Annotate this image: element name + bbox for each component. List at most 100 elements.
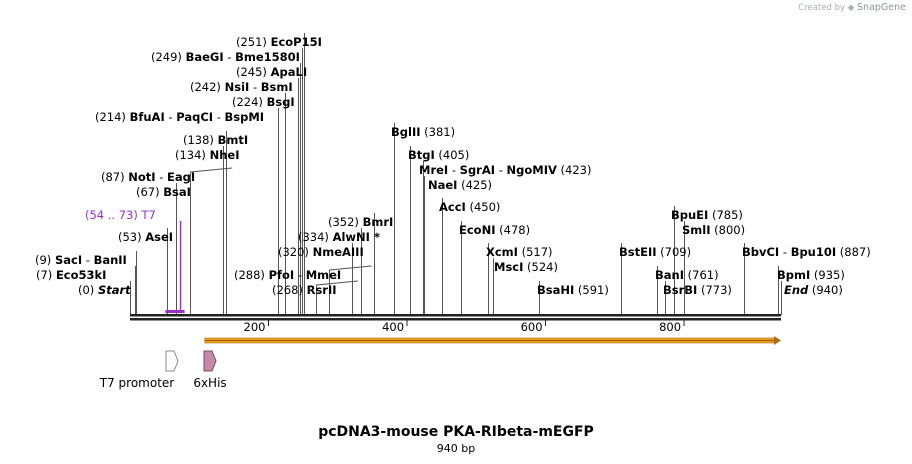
enzyme-name: BanII (94, 253, 127, 267)
enzyme-name: BanI (655, 268, 684, 282)
site-position: (0) (78, 283, 98, 297)
enzyme-name: BmrI (363, 215, 394, 229)
feature-arrow-6xhis (203, 350, 217, 372)
site-position: (591) (574, 283, 609, 297)
site-bglii: BglII (381) (391, 125, 455, 139)
site-position: (87) (101, 170, 128, 184)
site-acci: AccI (450) (439, 200, 500, 214)
site-econi: EcoNI (478) (459, 223, 530, 237)
enzyme-name: SgrAI (460, 163, 495, 177)
site-alwni: (334) AlwNI * (298, 230, 380, 244)
ruler-tick-label: 400 (382, 320, 404, 334)
site-position: (7) (36, 268, 56, 282)
enzyme-name: BsgI (267, 95, 295, 109)
enzyme-name: MmeI (306, 268, 342, 282)
site-label-nsii: (242) NsiI - BsmI (190, 80, 293, 94)
name-separator: - (779, 245, 790, 259)
site-label-noti: (87) NotI - EagI (101, 170, 195, 184)
enzyme-name: EagI (167, 170, 195, 184)
name-separator: - (156, 170, 167, 184)
enzyme-name: PfoI (269, 268, 295, 282)
enzyme-name: Eco53kI (56, 268, 107, 282)
ruler-tick-label: 800 (659, 320, 681, 334)
site-naei: NaeI (425) (428, 178, 492, 192)
name-separator: - (213, 110, 224, 124)
primer-label: (54 .. 73) T7 (85, 208, 156, 222)
site-line-pfoi (329, 265, 372, 315)
enzyme-name: MscI (494, 260, 523, 274)
enzyme-name: BtgI (408, 148, 435, 162)
enzyme-name: NheI (210, 148, 240, 162)
site-position: (288) (234, 268, 269, 282)
site-bsrbi: BsrBI (773) (663, 283, 732, 297)
enzyme-name: XcmI (486, 245, 518, 259)
site-position: (334) (298, 230, 333, 244)
site-position: (450) (466, 200, 501, 214)
enzyme-name: Bpu10I (791, 245, 836, 259)
snapgene-credit: Created by ◆ SnapGene (798, 2, 906, 13)
backbone-top-strand (130, 314, 781, 317)
site-label-bfuai: (214) BfuAI - PaqCI - BspMI (95, 110, 264, 124)
enzyme-name: NaeI (428, 178, 457, 192)
site-label-bmti: (138) BmtI (183, 133, 248, 147)
site-label-mrei: MreI - SgrAI - NgoMIV (423) (419, 163, 592, 177)
site-ecop15i: (251) EcoP15I (236, 35, 322, 49)
site-label-bpuei: BpuEI (785) (671, 208, 743, 222)
site-apali: (245) ApaLI (236, 65, 307, 79)
ruler-tick-label: 200 (244, 320, 266, 334)
site-label-nhei: (134) NheI (175, 148, 239, 162)
site-label-pfoi: (288) PfoI - MmeI (234, 268, 341, 282)
site-position: (67) (136, 185, 163, 199)
site-position: (517) (518, 245, 553, 259)
feature-label-6xhis: 6xHis (193, 376, 226, 390)
enzyme-name: NotI (128, 170, 155, 184)
enzyme-name: BfuAI (130, 110, 165, 124)
site-position: (53) (118, 230, 145, 244)
site-position: (423) (557, 163, 592, 177)
enzyme-name: BmtI (218, 133, 249, 147)
enzyme-name: BsmI (261, 80, 293, 94)
enzyme-name: NgoMIV (507, 163, 557, 177)
enzyme-name: NsiI (225, 80, 250, 94)
site-label-msci: MscI (524) (494, 260, 558, 274)
site-position: (405) (435, 148, 470, 162)
site-position: (320) (278, 245, 313, 259)
enzyme-name: BsrBI (663, 283, 697, 297)
name-separator: - (448, 163, 459, 177)
name-separator: - (82, 253, 93, 267)
site-nmeaiii: (320) NmeAIII (278, 245, 364, 259)
site-label-alwni: (334) AlwNI * (298, 230, 380, 244)
site-labels: (0) Start(7) Eco53kI(9) SacI - BanII(53)… (35, 35, 871, 313)
feature-t7-promoter: T7 promoter (99, 350, 179, 390)
primer-bar (165, 310, 185, 313)
site-label-bpmi: BpmI (935) (777, 268, 845, 282)
site-bsahi: BsaHI (591) (537, 283, 609, 297)
site-position: (9) (35, 253, 55, 267)
name-separator: - (249, 80, 260, 94)
site-bmri: (352) BmrI (328, 215, 393, 229)
site-label-acci: AccI (450) (439, 200, 500, 214)
site-btgi: BtgI (405) (408, 148, 469, 162)
enzyme-name: BstEII (619, 245, 657, 259)
feature-track: T7 promoter 6xHis (99, 336, 781, 390)
enzyme-name: AccI (439, 200, 466, 214)
site-bpuei: BpuEI (785) (671, 208, 743, 222)
site-label-asei: (53) AseI (118, 230, 173, 244)
site-asei: (53) AseI (118, 230, 173, 244)
site-nsii: (242) NsiI - BsmI (190, 80, 293, 94)
site-label-bsgi: (224) BsgI (232, 95, 295, 109)
site-bbvci: BbvCI - Bpu10I (887) (742, 245, 871, 259)
name-separator: - (495, 163, 506, 177)
site-label-bsahi: BsaHI (591) (537, 283, 609, 297)
site-position: (425) (457, 178, 492, 192)
site-position: (773) (697, 283, 732, 297)
name-separator: - (294, 268, 305, 282)
site-banI: BanI (761) (655, 268, 719, 282)
orf-arrowhead (774, 336, 781, 345)
site-bstEII: BstEII (709) (619, 245, 691, 259)
site-label-nmeaiii: (320) NmeAIII (278, 245, 364, 259)
site-label-bsrbi: BsrBI (773) (663, 283, 732, 297)
site-mrei: MreI - SgrAI - NgoMIV (423) (419, 163, 592, 177)
enzyme-name: BglII (391, 125, 421, 139)
site-position: (709) (657, 245, 692, 259)
